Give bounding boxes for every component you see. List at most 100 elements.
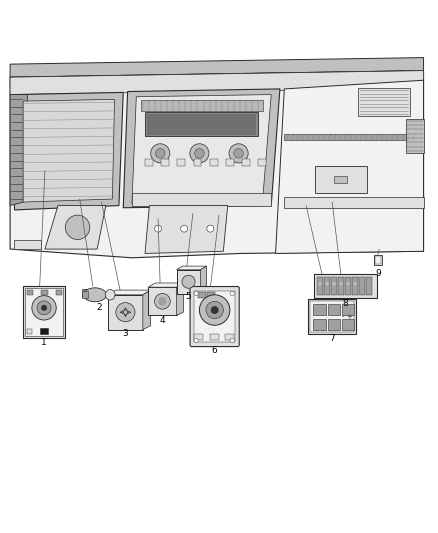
- Polygon shape: [145, 206, 228, 254]
- Circle shape: [181, 225, 187, 232]
- Bar: [56, 290, 62, 295]
- Text: 2: 2: [96, 303, 102, 312]
- Bar: [40, 328, 48, 334]
- Polygon shape: [276, 80, 424, 254]
- Circle shape: [346, 282, 350, 286]
- Circle shape: [151, 144, 170, 163]
- Circle shape: [158, 297, 167, 305]
- Polygon shape: [45, 206, 106, 249]
- Text: -: -: [342, 313, 344, 320]
- Circle shape: [230, 338, 234, 343]
- Polygon shape: [123, 89, 280, 208]
- FancyBboxPatch shape: [190, 287, 239, 346]
- Bar: [342, 304, 354, 315]
- Circle shape: [234, 149, 244, 158]
- Bar: [177, 159, 185, 166]
- Bar: [366, 277, 372, 295]
- Bar: [23, 286, 65, 338]
- Bar: [315, 166, 367, 192]
- Text: 1: 1: [41, 338, 47, 347]
- Bar: [331, 277, 337, 295]
- Circle shape: [325, 282, 329, 286]
- Bar: [141, 100, 262, 111]
- Bar: [359, 277, 365, 295]
- Circle shape: [41, 305, 47, 311]
- Polygon shape: [132, 94, 271, 204]
- Bar: [208, 292, 215, 298]
- Bar: [314, 319, 325, 329]
- Circle shape: [65, 215, 90, 239]
- Bar: [25, 288, 63, 336]
- Bar: [225, 334, 234, 341]
- Bar: [324, 277, 330, 295]
- Circle shape: [194, 292, 198, 296]
- Bar: [27, 329, 32, 334]
- Bar: [42, 290, 47, 295]
- Polygon shape: [148, 283, 184, 287]
- Bar: [258, 159, 266, 166]
- Circle shape: [339, 282, 343, 286]
- Circle shape: [32, 296, 56, 320]
- Bar: [198, 292, 206, 298]
- Bar: [328, 304, 340, 315]
- Bar: [308, 299, 356, 334]
- Text: 3: 3: [123, 329, 128, 338]
- Bar: [226, 159, 234, 166]
- Circle shape: [230, 292, 234, 296]
- Bar: [145, 112, 258, 136]
- Bar: [317, 277, 323, 295]
- Circle shape: [155, 225, 162, 232]
- Text: 8: 8: [343, 299, 348, 308]
- Bar: [210, 159, 218, 166]
- Circle shape: [199, 295, 230, 325]
- Bar: [284, 197, 424, 208]
- Bar: [352, 277, 358, 295]
- Bar: [14, 240, 41, 249]
- Bar: [194, 159, 201, 166]
- Bar: [314, 304, 325, 315]
- Circle shape: [37, 301, 51, 315]
- Polygon shape: [177, 283, 184, 316]
- Bar: [374, 255, 382, 265]
- Circle shape: [194, 149, 204, 158]
- Text: +: +: [346, 313, 353, 320]
- Circle shape: [155, 149, 165, 158]
- Circle shape: [318, 282, 322, 286]
- Bar: [145, 159, 153, 166]
- Bar: [311, 301, 354, 332]
- Polygon shape: [23, 99, 115, 202]
- Bar: [358, 88, 410, 116]
- Ellipse shape: [106, 289, 115, 300]
- Bar: [177, 270, 201, 294]
- Bar: [194, 334, 203, 341]
- Polygon shape: [10, 94, 28, 206]
- Circle shape: [211, 306, 219, 314]
- Ellipse shape: [84, 288, 106, 302]
- Bar: [161, 159, 169, 166]
- Polygon shape: [10, 71, 424, 258]
- Bar: [242, 159, 250, 166]
- Bar: [284, 134, 415, 140]
- Bar: [147, 114, 256, 135]
- Bar: [342, 319, 354, 329]
- Polygon shape: [10, 71, 424, 94]
- Bar: [406, 118, 424, 154]
- Bar: [345, 277, 351, 295]
- Bar: [27, 290, 33, 295]
- Bar: [334, 176, 347, 182]
- Polygon shape: [143, 290, 151, 329]
- Bar: [82, 289, 93, 297]
- Bar: [148, 287, 177, 316]
- Circle shape: [229, 144, 248, 163]
- Bar: [375, 256, 381, 264]
- Bar: [210, 334, 219, 341]
- Polygon shape: [201, 266, 207, 294]
- Bar: [108, 295, 143, 329]
- Bar: [314, 274, 377, 298]
- Circle shape: [332, 282, 336, 286]
- Circle shape: [155, 294, 170, 309]
- Text: 6: 6: [212, 345, 218, 354]
- Circle shape: [190, 144, 209, 163]
- Bar: [328, 319, 340, 329]
- Text: 7: 7: [329, 334, 335, 343]
